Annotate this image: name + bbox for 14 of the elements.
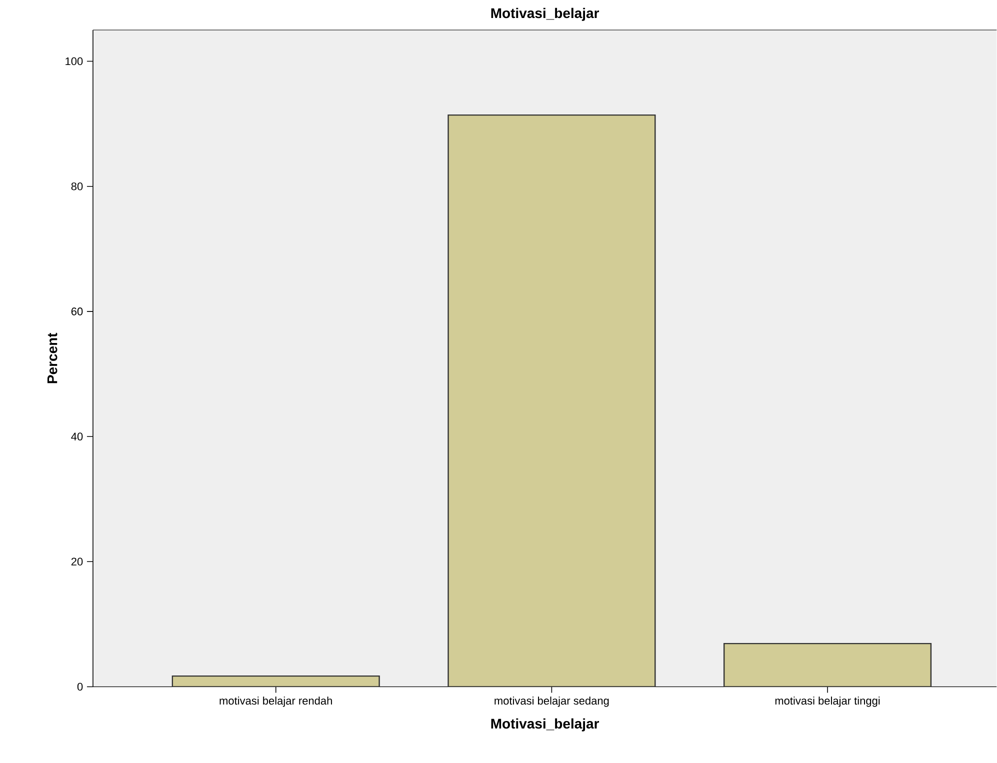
- y-tick-label: 80: [71, 182, 83, 190]
- bar: [723, 643, 932, 687]
- y-tick-label: 20: [71, 558, 83, 566]
- x-tick-label: motivasi belajar tinggi: [775, 696, 880, 707]
- y-tick-label: 100: [66, 58, 83, 66]
- x-tick-label: motivasi belajar sedang: [494, 696, 609, 707]
- x-axis-title: Motivasi_belajar: [491, 718, 600, 732]
- chart-title: Motivasi_belajar: [491, 8, 600, 22]
- y-tick-label: 40: [71, 432, 83, 441]
- x-tick-label: motivasi belajar rendah: [220, 696, 332, 707]
- y-axis-title: Percent: [47, 333, 58, 384]
- y-tick-label: 60: [71, 308, 83, 316]
- y-tick-label: 0: [77, 682, 83, 691]
- bar: [448, 114, 656, 687]
